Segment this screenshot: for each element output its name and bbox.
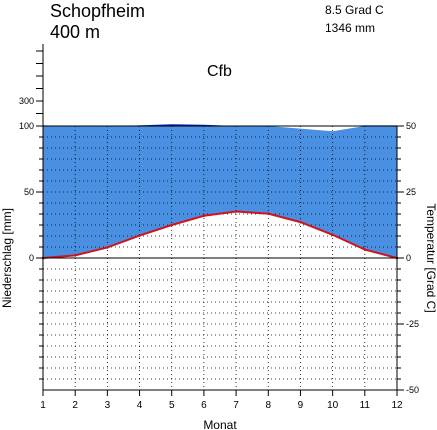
right-tick-label: 0	[406, 253, 411, 263]
station-elevation: 400 m	[50, 22, 100, 42]
annual-precipitation: 1346 mm	[325, 21, 375, 35]
x-tick-label: 1	[40, 400, 46, 411]
temperature-line	[41, 210, 399, 260]
temperature-point	[266, 212, 270, 215]
x-tick-label: 6	[201, 400, 207, 411]
left-tick-label: 300	[19, 96, 34, 106]
x-tick-label: 5	[169, 400, 175, 411]
temperature-point	[202, 214, 206, 218]
temperature-series-line	[42, 210, 398, 259]
climate-classification: Cfb	[207, 63, 232, 80]
x-tick-label: 10	[327, 400, 339, 411]
right-tick-label: -50	[406, 385, 419, 395]
right-tick-label: -25	[406, 319, 419, 329]
temperature-point	[363, 248, 367, 251]
temperature-point	[138, 234, 141, 237]
right-tick-label: 25	[406, 187, 416, 197]
x-tick-label: 11	[360, 400, 371, 411]
x-tick-label: 8	[265, 400, 271, 411]
temperature-point	[299, 220, 302, 224]
x-tick-label: 3	[105, 400, 111, 411]
x-tick-label: 2	[72, 400, 78, 411]
x-tick-label: 9	[298, 400, 304, 411]
station-name: Schopfheim	[50, 1, 145, 21]
x-tick-label: 4	[137, 400, 143, 411]
precip-deficit-area	[43, 126, 397, 132]
left-axis-label: Niederschlag [mm]	[0, 208, 14, 308]
temperature-point	[170, 223, 174, 227]
left-tick-label: 50	[24, 187, 34, 197]
x-axis-label: Monat	[203, 418, 237, 430]
precipitation-area	[43, 124, 397, 258]
mean-temperature: 8.5 Grad C	[325, 3, 384, 17]
x-tick-label: 7	[233, 400, 239, 411]
left-tick-label: 0	[29, 253, 34, 263]
temperature-point	[73, 254, 77, 257]
temperature-point	[331, 233, 334, 237]
left-tick-label: 100	[19, 121, 34, 131]
temperature-point	[106, 246, 109, 249]
right-axis-label: Temperatur [Grad C]	[424, 203, 437, 312]
temperature-point	[234, 210, 238, 213]
x-tick-label: 12	[391, 400, 403, 411]
right-tick-label: 50	[406, 121, 416, 131]
